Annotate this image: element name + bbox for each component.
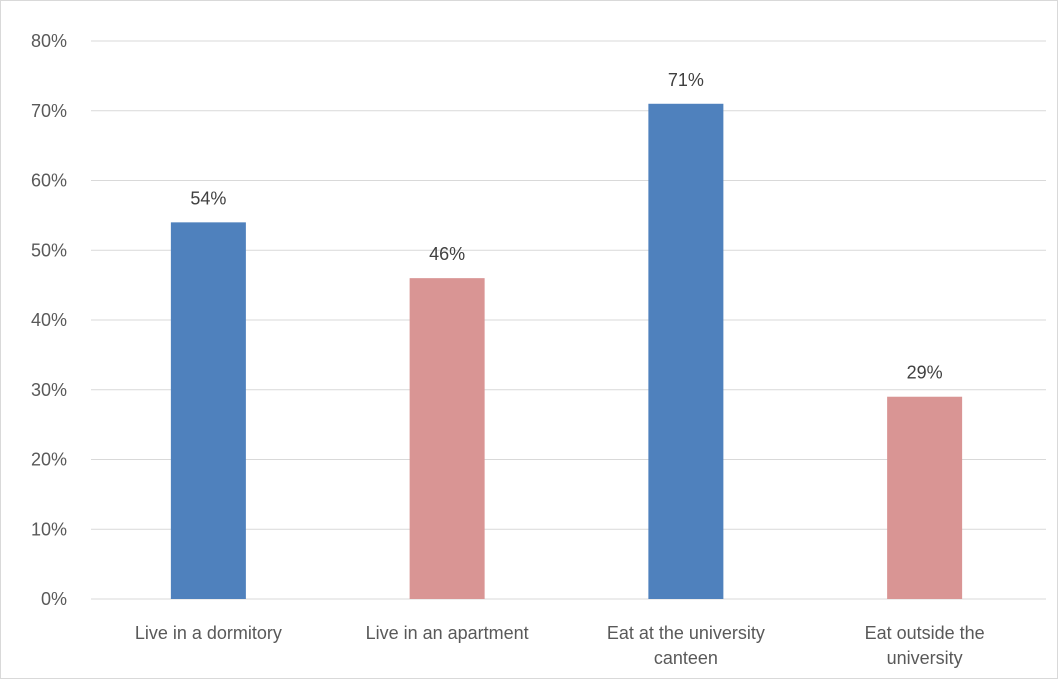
y-tick-label: 20% [31,450,67,470]
data-labels: 54% 46% 71% 29% [190,70,942,383]
y-tick-label: 30% [31,380,67,400]
bar [409,278,485,599]
x-category-label-line: Live in an apartment [366,623,529,643]
y-tick-label: 50% [31,240,67,260]
x-category-label-line: Eat at the university [607,623,765,643]
y-tick-label: 10% [31,519,67,539]
bar [648,103,724,600]
y-tick-label: 80% [31,31,67,51]
x-category-label-line: Live in a dormitory [135,623,282,643]
gridlines [91,40,1046,600]
y-tick-label: 60% [31,171,67,191]
y-tick-label: 0% [41,589,67,609]
y-axis-tick-labels: 0% 10% 20% 30% 40% 50% 60% 70% 80% [31,31,67,609]
data-label: 71% [668,70,704,90]
x-category-label: Eat outside the university [865,623,985,668]
y-tick-label: 40% [31,310,67,330]
x-category-label: Live in an apartment [366,623,529,643]
data-label: 46% [429,244,465,264]
bar [887,396,963,599]
y-tick-label: 70% [31,101,67,121]
x-axis-category-labels: Live in a dormitory Live in an apartment E… [135,623,985,668]
x-category-label: Eat at the university canteen [607,623,765,668]
bar [170,222,246,599]
x-category-label-line: canteen [654,648,718,668]
data-label: 54% [190,188,226,208]
data-label: 29% [907,363,943,383]
x-category-label-line: university [887,648,963,668]
bars [170,103,963,600]
x-category-label-line: Eat outside the [865,623,985,643]
x-category-label: Live in a dormitory [135,623,282,643]
